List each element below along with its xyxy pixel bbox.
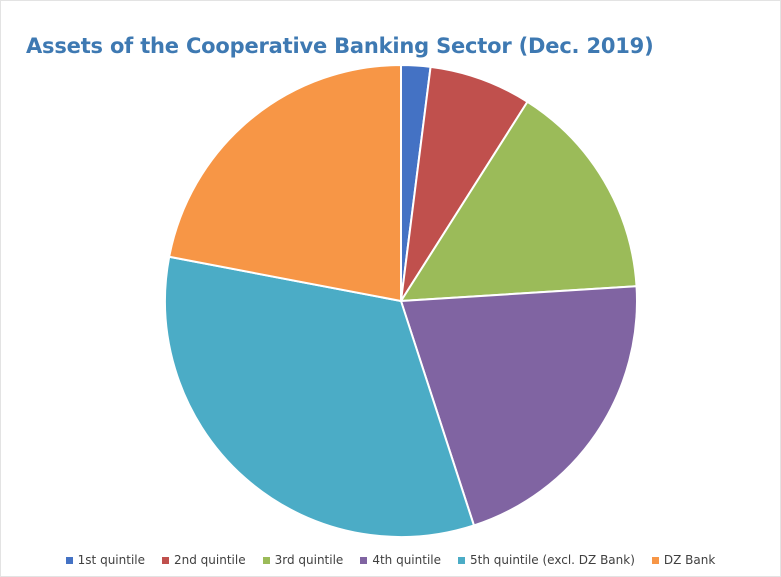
legend-item: 3rd quintile	[262, 553, 344, 567]
legend-label: DZ Bank	[663, 553, 716, 567]
pie-slice-5	[164, 255, 475, 538]
legend-label: 1st quintile	[77, 553, 145, 567]
legend-swatch	[651, 556, 659, 564]
legend-swatch	[162, 556, 169, 564]
legend-swatch	[360, 556, 368, 564]
legend-swatch	[262, 556, 270, 564]
legend-label: 3rd quintile	[274, 553, 344, 567]
pie-slice-4	[400, 285, 638, 527]
legend-label: 5th quintile (excl. DZ Bank)	[470, 553, 635, 567]
legend-label: 2nd quintile	[174, 553, 246, 567]
legend-item: 2nd quintile	[162, 553, 246, 567]
legend-label: 4th quintile	[372, 553, 441, 567]
legend-swatch	[458, 556, 465, 564]
pie-slice-2	[400, 65, 529, 302]
chart-title: Assets of the Cooperative Banking Sector…	[26, 34, 654, 58]
legend-item: 4th quintile	[360, 553, 441, 567]
legend-item: DZ Bank	[651, 553, 716, 567]
legend-item: 5th quintile (excl. DZ Bank)	[458, 553, 635, 567]
chart-legend: 1st quintile 2nd quintile 3rd quintile 4th …	[0, 553, 781, 567]
legend-item: 1st quintile	[65, 553, 145, 567]
pie-slice-6	[168, 64, 402, 302]
pie-slice-3	[400, 100, 638, 302]
legend-swatch	[65, 556, 73, 564]
